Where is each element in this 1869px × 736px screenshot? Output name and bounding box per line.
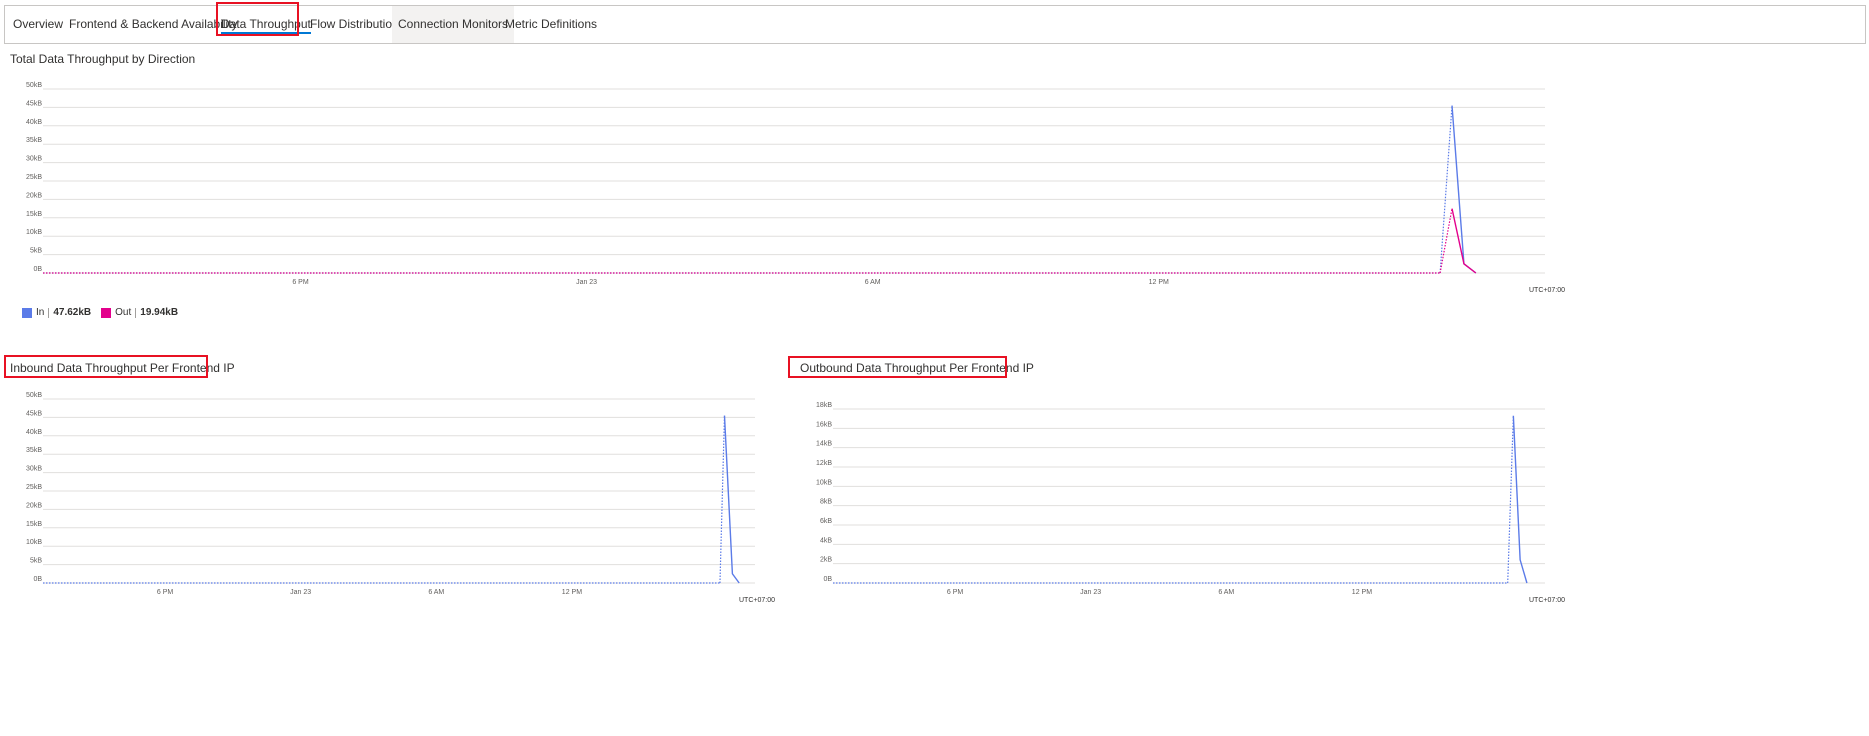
x-tick-label: 6 AM <box>428 589 444 596</box>
series-line-1 <box>1451 208 1477 274</box>
legend-swatch-in <box>22 307 32 318</box>
y-tick-label: 18kB <box>816 402 832 409</box>
outbound-throughput-title: Outbound Data Throughput Per Frontend IP <box>800 361 1034 375</box>
y-tick-label: 20kB <box>26 192 42 199</box>
inbound-throughput-chart: 50kB 45kB 40kB 35kB 30kB 25kB 20kB 15kB 10kB 5kB 0… <box>26 392 775 604</box>
x-tick-label: Jan 23 <box>576 279 597 286</box>
series-rise-1 <box>1439 208 1453 274</box>
y-tick-label: 16kB <box>816 421 832 428</box>
x-tick-label: 6 PM <box>947 589 964 596</box>
x-tick-label: 12 PM <box>1352 589 1372 596</box>
y-tick-label: 50kB <box>26 392 42 399</box>
y-tick-label: 30kB <box>26 156 42 163</box>
y-tick-label: 15kB <box>26 211 42 218</box>
tab-connection-monitors[interactable]: Connection Monitors <box>392 6 515 43</box>
total-throughput-title: Total Data Throughput by Direction <box>10 52 196 66</box>
y-tick-label: 45kB <box>26 410 42 417</box>
y-tick-label: 0B <box>33 576 42 583</box>
x-tick-label: 6 PM <box>292 279 309 286</box>
x-tick-label: 6 PM <box>157 589 174 596</box>
legend-item-in[interactable]: In 47.62kB <box>22 307 91 318</box>
total-throughput-chart: 50kB 45kB 40kB 35kB 30kB 25kB 20kB 15kB 10kB 5kB 0… <box>26 82 1565 294</box>
y-tick-label: 14kB <box>816 441 832 448</box>
y-tick-label: 4kB <box>820 537 832 544</box>
series-line-0 <box>723 415 740 584</box>
legend-label-in: In <box>36 307 45 318</box>
y-tick-label: 10kB <box>26 539 42 546</box>
y-tick-label: 40kB <box>26 119 42 126</box>
y-tick-label: 30kB <box>26 466 42 473</box>
x-tick-label: Jan 23 <box>290 589 311 596</box>
tab-overview[interactable]: Overview <box>13 17 64 31</box>
x-tick-label: 12 PM <box>1149 279 1169 286</box>
series-rise-0 <box>719 415 726 584</box>
y-tick-label: 2kB <box>820 557 832 564</box>
tab-bar: Overview Frontend & Backend Availability… <box>4 5 1866 44</box>
series-line-0 <box>1451 105 1477 274</box>
legend-value-in: 47.62kB <box>53 307 92 318</box>
tab-frontend-backend-availability[interactable]: Frontend & Backend Availability <box>69 17 238 31</box>
tab-flow-distribution[interactable]: Flow Distribution <box>310 17 399 31</box>
y-tick-label: 8kB <box>820 499 832 506</box>
y-tick-label: 10kB <box>816 479 832 486</box>
legend-separator <box>135 307 137 318</box>
y-tick-label: 35kB <box>26 447 42 454</box>
series-rise-0 <box>1507 415 1514 584</box>
y-tick-label: 6kB <box>820 518 832 525</box>
y-tick-label: 25kB <box>26 484 42 491</box>
tab-metric-definitions[interactable]: Metric Definitions <box>505 17 598 31</box>
y-tick-label: 0B <box>823 576 832 583</box>
y-tick-label: 45kB <box>26 100 42 107</box>
y-tick-label: 0B <box>33 266 42 273</box>
y-tick-label: 35kB <box>26 137 42 144</box>
y-tick-label: 40kB <box>26 429 42 436</box>
y-tick-label: 20kB <box>26 502 42 509</box>
series-line-0 <box>1512 415 1528 584</box>
inbound-throughput-title: Inbound Data Throughput Per Frontend IP <box>10 361 235 375</box>
series-rise-0 <box>1439 105 1453 274</box>
timezone-label: UTC+07:00 <box>739 597 775 604</box>
y-tick-label: 12kB <box>816 460 832 467</box>
timezone-label: UTC+07:00 <box>1529 287 1565 294</box>
tab-data-throughput[interactable]: Data Throughput <box>215 6 317 43</box>
outbound-throughput-chart: 18kB 16kB 14kB 12kB 10kB 8kB 6kB 4kB 2kB 0B 6 PM Ja… <box>816 402 1565 604</box>
y-tick-label: 15kB <box>26 521 42 528</box>
y-tick-label: 50kB <box>26 82 42 89</box>
y-tick-label: 5kB <box>30 248 42 255</box>
x-tick-label: 12 PM <box>562 589 582 596</box>
y-tick-label: 10kB <box>26 229 42 236</box>
legend-value-out: 19.94kB <box>140 307 179 318</box>
timezone-label: UTC+07:00 <box>1529 597 1565 604</box>
x-tick-label: 6 AM <box>1218 589 1234 596</box>
y-tick-label: 25kB <box>26 174 42 181</box>
legend-swatch-out <box>101 307 112 318</box>
y-tick-label: 5kB <box>30 558 42 565</box>
legend-separator <box>48 307 50 318</box>
chart-legend: In 47.62kB Out 19.94kB <box>22 307 188 318</box>
legend-item-out[interactable]: Out 19.94kB <box>101 307 178 318</box>
legend-label-out: Out <box>115 307 132 318</box>
x-tick-label: Jan 23 <box>1080 589 1101 596</box>
x-tick-label: 6 AM <box>865 279 881 286</box>
